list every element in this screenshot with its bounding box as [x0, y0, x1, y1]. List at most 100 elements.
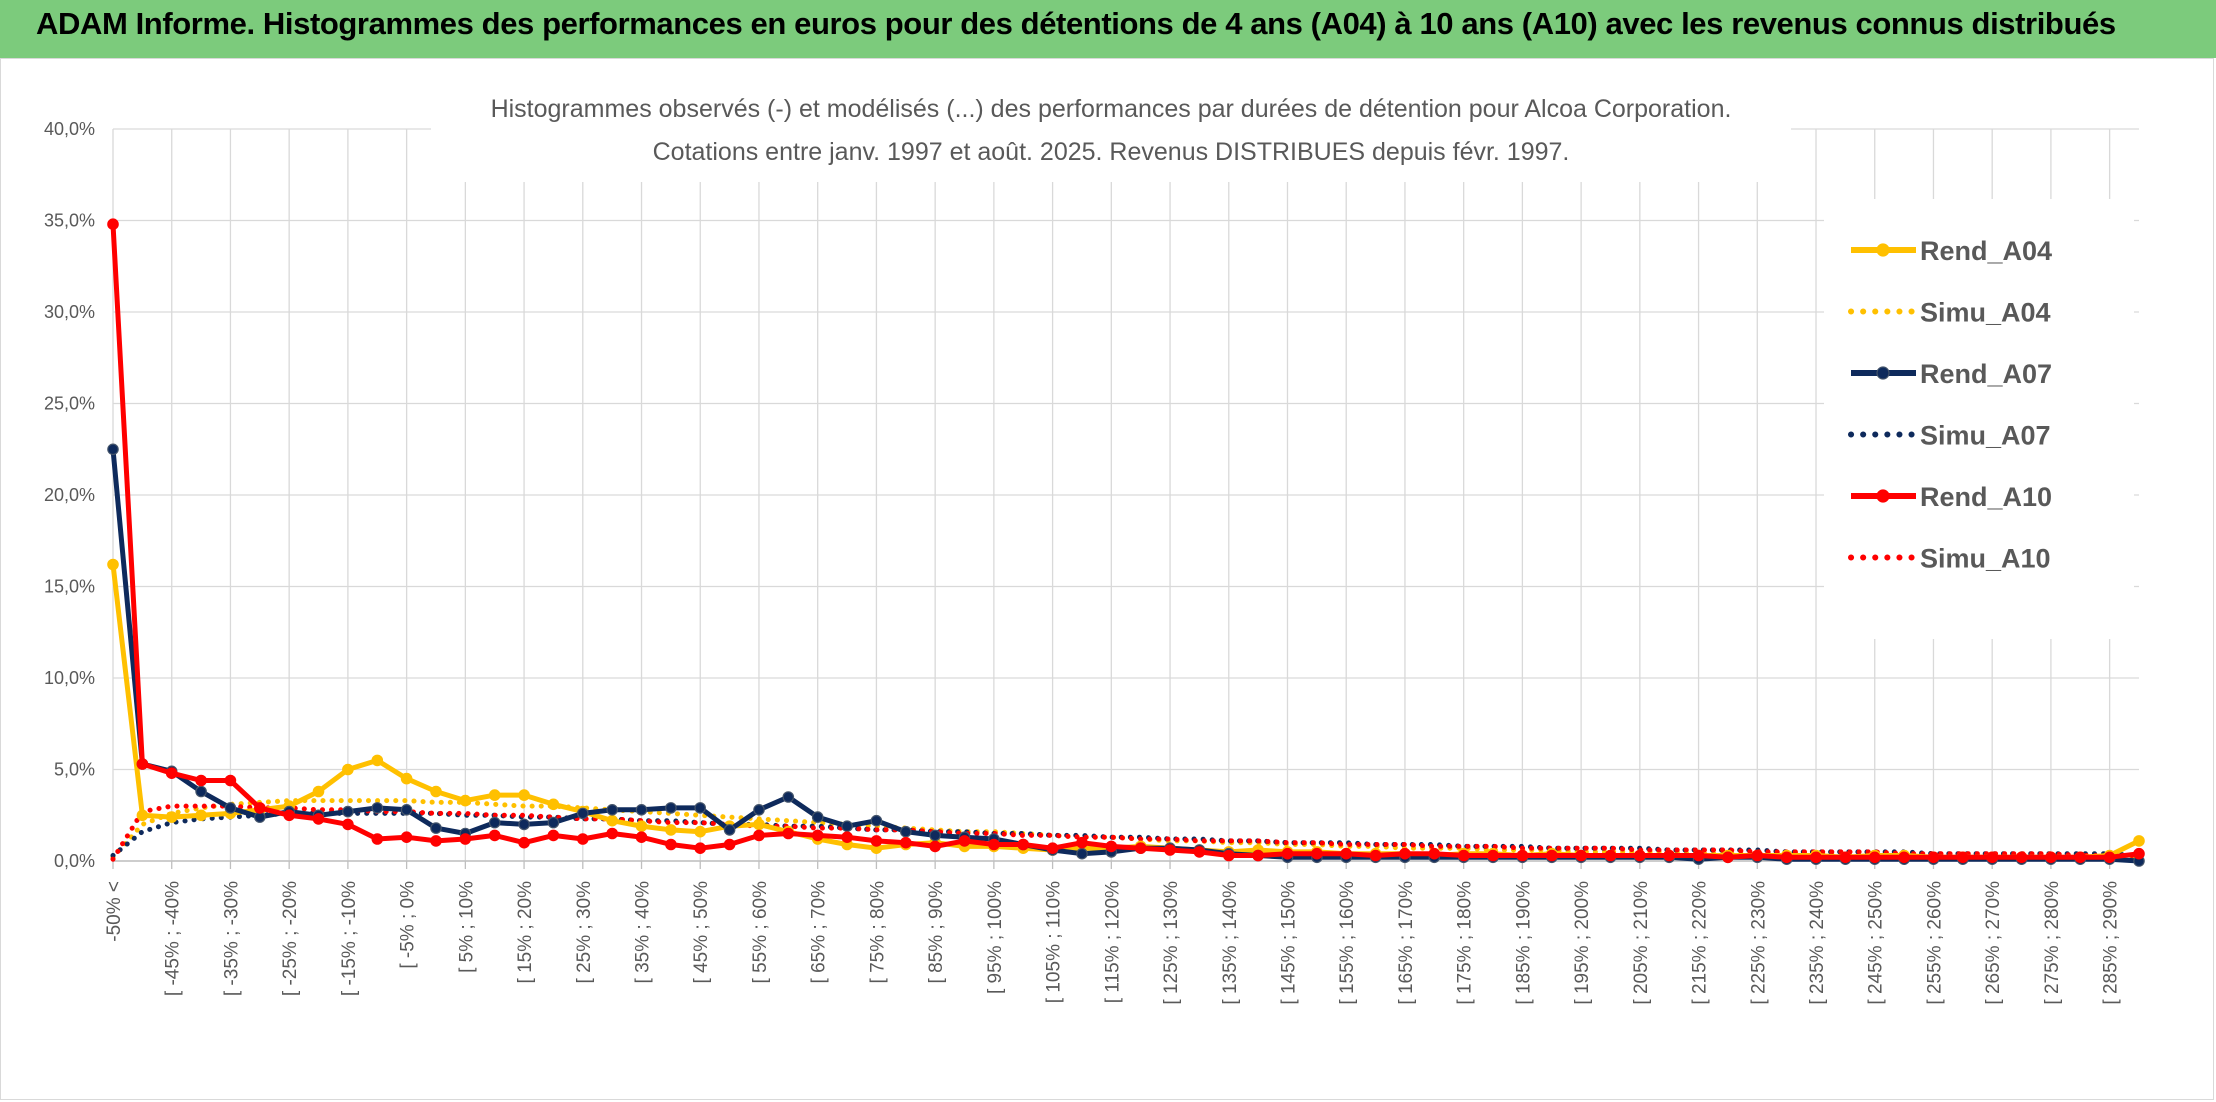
data-point-rend_a10: [195, 774, 207, 787]
page-title: ADAM Informe. Histogrammes des performan…: [36, 6, 2116, 41]
x-tick-label: [ 155% ; 160%: [1337, 881, 1358, 1005]
data-point-rend_a10: [2103, 851, 2116, 864]
data-point-rend_a10: [1223, 849, 1235, 862]
x-tick-label: [ 245% ; 250%: [1866, 881, 1887, 1005]
data-point-rend_a10: [958, 835, 971, 847]
data-point-rend_a07: [811, 811, 824, 823]
data-point-rend_a10: [635, 831, 648, 843]
data-point-rend_a10: [107, 218, 119, 230]
series-line-simu_a10: [110, 803, 2142, 862]
x-tick-label: [ 275% ; 280%: [2042, 881, 2063, 1005]
x-tick-label: [ 65% ; 70%: [809, 881, 830, 984]
data-point-rend_a07: [195, 785, 207, 798]
data-point-rend_a10: [518, 836, 530, 849]
x-tick-label: [ 85% ; 90%: [926, 881, 947, 984]
data-point-rend_a10: [342, 818, 354, 831]
legend-label-rend_a07: Rend_A07: [1920, 359, 2052, 389]
x-tick-label: [ 265% ; 270%: [1983, 881, 2004, 1005]
data-point-rend_a04: [665, 824, 677, 836]
data-point-rend_a10: [1399, 847, 1411, 860]
x-tick-label: [ 215% ; 220%: [1690, 881, 1711, 1005]
x-tick-label: [ 5% ; 10%: [456, 881, 477, 973]
data-point-rend_a07: [518, 818, 530, 831]
data-point-rend_a10: [1722, 851, 1734, 864]
data-point-rend_a10: [753, 829, 765, 842]
data-point-rend_a10: [1927, 851, 1940, 864]
chart-frame: 0,0% 5,0% 10,0% 15,0% 20,0% 25,0% 30,0% 35,0% 40…: [0, 58, 2214, 1100]
data-point-rend_a04: [518, 789, 530, 801]
x-tick-label: [ 165% ; 170%: [1396, 881, 1417, 1005]
x-tick-label: [ 55% ; 60%: [750, 881, 771, 984]
x-tick-label: [ -5% ; 0%: [398, 881, 419, 969]
legend-background: [1824, 199, 2134, 639]
x-axis: -50% < [ -45% ; -40% [ -35% ; -30% [ -25% ;…: [104, 881, 2122, 1005]
legend-label-simu_a07: Simu_A07: [1920, 421, 2051, 451]
x-tick-label: [ 35% ; 40%: [633, 881, 654, 984]
y-tick-label: 10,0%: [44, 668, 95, 688]
y-tick-label: 35,0%: [44, 211, 95, 231]
x-tick-label: [ 125% ; 130%: [1161, 881, 1182, 1005]
y-tick-label: 15,0%: [44, 577, 95, 597]
data-point-rend_a10: [1105, 840, 1118, 853]
data-point-rend_a07: [899, 825, 912, 838]
data-point-rend_a10: [1839, 851, 1852, 864]
data-point-rend_a10: [224, 774, 237, 787]
chart-title-line-2: Cotations entre janv. 1997 et août. 2025…: [653, 138, 1570, 166]
data-point-rend_a04: [430, 785, 442, 798]
data-point-rend_a10: [1516, 849, 1529, 862]
x-tick-label: [ 225% ; 230%: [1748, 881, 1769, 1005]
chart-legend: Rend_A04 Simu_A04 Rend_A07 Simu_A07 Rend_A10…: [1848, 236, 2052, 574]
data-point-rend_a10: [665, 838, 677, 851]
data-point-rend_a04: [342, 763, 354, 776]
data-point-rend_a10: [1546, 849, 1558, 862]
data-point-rend_a10: [1487, 849, 1499, 862]
x-tick-label: [ 75% ; 80%: [867, 881, 888, 984]
data-point-rend_a10: [1134, 842, 1147, 854]
data-point-rend_a10: [1428, 847, 1441, 860]
data-point-rend_a10: [1340, 847, 1352, 860]
data-point-rend_a07: [488, 816, 501, 829]
chart-title-line-1: Histogrammes observés (-) et modélisés (…: [491, 95, 1732, 123]
data-point-rend_a04: [312, 785, 325, 798]
y-tick-label: 20,0%: [44, 485, 95, 505]
data-point-rend_a10: [723, 838, 736, 851]
data-point-rend_a10: [606, 827, 618, 840]
data-point-rend_a10: [2133, 847, 2145, 860]
data-point-rend_a04: [547, 798, 560, 811]
data-point-rend_a07: [342, 805, 354, 818]
data-point-rend_a10: [1193, 846, 1206, 858]
data-point-rend_a10: [136, 758, 149, 770]
x-tick-label: [ 285% ; 290%: [2101, 881, 2122, 1005]
data-point-rend_a10: [283, 809, 295, 822]
series-line-rend_a10: [110, 221, 2142, 860]
chart-series: [107, 218, 2145, 867]
data-point-rend_a10: [2074, 851, 2087, 864]
data-point-rend_a07: [371, 802, 384, 814]
data-point-rend_a07: [665, 802, 677, 814]
data-point-rend_a10: [547, 829, 560, 842]
line-chart: 0,0% 5,0% 10,0% 15,0% 20,0% 25,0% 30,0% 35,0% 40…: [44, 87, 2145, 1005]
data-point-rend_a10: [459, 833, 472, 845]
legend-label-rend_a10: Rend_A10: [1920, 482, 2052, 512]
x-tick-label: [ -15% ; -10%: [339, 881, 360, 996]
data-point-rend_a04: [694, 825, 706, 838]
data-point-rend_a04: [195, 809, 207, 822]
data-point-rend_a07: [400, 803, 413, 816]
legend-marker: [1876, 243, 1890, 257]
data-point-rend_a10: [929, 840, 941, 853]
y-tick-label: 30,0%: [44, 302, 95, 322]
data-point-rend_a10: [694, 842, 706, 854]
data-point-rend_a10: [1663, 849, 1675, 862]
data-point-rend_a10: [1692, 849, 1705, 862]
x-tick-label: [ 185% ; 190%: [1513, 881, 1534, 1005]
chart-grid: [112, 128, 2139, 869]
x-tick-label: [ 15% ; 20%: [515, 881, 536, 984]
data-point-rend_a07: [430, 822, 442, 834]
x-tick-label: [ 115% ; 120%: [1102, 881, 1123, 1003]
data-point-rend_a10: [165, 767, 178, 779]
data-point-rend_a10: [1868, 851, 1881, 864]
series-line-simu_a04: [110, 798, 2142, 860]
data-point-rend_a04: [165, 811, 178, 823]
legend-marker: [1876, 489, 1890, 503]
data-point-rend_a07: [723, 824, 736, 836]
